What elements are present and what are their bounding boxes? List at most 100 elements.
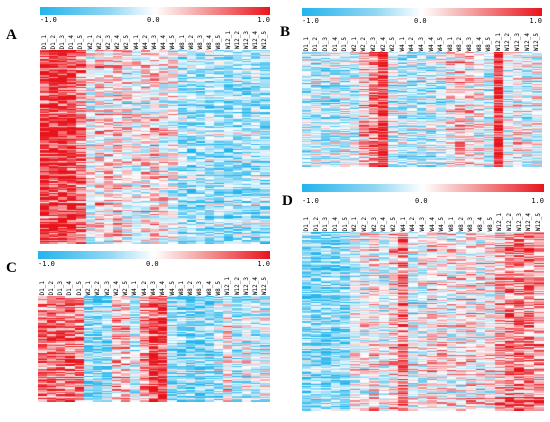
column-label: W2_2: [94, 280, 102, 295]
column-label: W8_4: [477, 216, 485, 231]
column-label: D1_1: [40, 34, 48, 49]
column-label: W8_1: [448, 216, 456, 231]
column-label: W2_1: [85, 280, 93, 295]
panel-a-column-labels: D1_1 D1_2 D1_3 D1_4 D1_5 W2_1 W2_2 W2_3 W2_4 W2_5…: [40, 23, 270, 49]
panel-b-column-labels: D1_1 D1_2 D1_3 D1_4 D1_5 W2_1 W2_2 W2_3 W2_4 W2_5…: [302, 24, 542, 51]
column-label: W8_1: [446, 36, 454, 51]
column-label: W2_1: [86, 34, 94, 49]
column-label: D1_3: [322, 216, 330, 231]
panel-d-colorbar-ticks: -1.0 0.0 1.0: [302, 197, 544, 205]
column-label: D1_1: [302, 216, 310, 231]
panel-d-heatmap: [302, 232, 544, 411]
panel-a-heatmap: [40, 50, 270, 244]
column-label: D1_4: [331, 36, 339, 51]
column-label: W2_5: [123, 34, 131, 49]
column-label: W2_3: [370, 216, 378, 231]
column-label: W2_4: [114, 34, 122, 49]
panel-d-colorbar: [302, 184, 544, 192]
colorbar-min-label: -1.0: [40, 16, 57, 24]
column-label: D1_2: [47, 280, 55, 295]
column-label: W2_5: [389, 216, 397, 231]
column-label: W2_3: [370, 36, 377, 51]
column-label: W8_4: [475, 36, 483, 51]
column-label: W12_4: [252, 30, 260, 49]
column-label: W12_2: [504, 32, 512, 51]
column-label: D1_4: [66, 280, 74, 295]
panel-c-heatmap: [38, 296, 270, 402]
column-label: W4_4: [159, 280, 167, 295]
panel-b: B -1.0 0.0 1.0 D1_1 D1_2 D1_3 D1_4 D1_5 W2_1 W…: [280, 0, 550, 175]
column-label: D1_3: [322, 36, 329, 51]
column-label: W8_1: [177, 280, 185, 295]
column-label: W8_3: [467, 216, 475, 231]
column-label: W8_2: [187, 280, 195, 295]
column-label: W2_4: [380, 216, 388, 231]
column-label: W4_3: [418, 36, 425, 51]
column-label: W12_5: [261, 276, 269, 295]
column-label: W12_1: [224, 30, 232, 49]
colorbar-mid-label: 0.0: [414, 17, 427, 25]
panel-b-colorbar-ticks: -1.0 0.0 1.0: [302, 17, 542, 25]
column-label: D1_1: [38, 280, 46, 295]
column-label: W4_5: [438, 216, 446, 231]
column-label: W8_2: [187, 34, 195, 49]
column-label: W2_5: [389, 36, 397, 51]
column-label: D1_4: [331, 216, 339, 231]
column-label: W2_3: [103, 280, 111, 295]
column-label: W4_2: [409, 216, 417, 231]
column-label: W12_1: [224, 276, 232, 295]
column-label: W4_1: [399, 216, 407, 231]
column-label: W8_2: [456, 36, 464, 51]
column-label: W8_3: [197, 34, 204, 49]
panel-b-heatmap: [302, 52, 542, 167]
colorbar-max-label: 1.0: [257, 16, 270, 24]
column-label: W8_4: [205, 280, 213, 295]
column-label: W2_1: [350, 36, 358, 51]
column-label: W8_3: [196, 280, 204, 295]
panel-a-colorbar-ticks: -1.0 0.0 1.0: [40, 16, 270, 24]
column-label: W8_5: [214, 280, 222, 295]
column-label: D1_5: [75, 280, 83, 295]
column-label: W8_5: [486, 216, 494, 231]
column-label: W4_3: [151, 34, 158, 49]
colorbar-mid-label: 0.0: [415, 197, 428, 205]
column-label: W2_2: [95, 34, 103, 49]
column-label: W12_3: [514, 32, 521, 51]
column-label: W8_2: [457, 216, 465, 231]
column-label: W2_2: [360, 216, 368, 231]
column-label: W12_5: [533, 32, 541, 51]
column-label: W4_2: [141, 34, 149, 49]
panel-d-column-labels: D1_1 D1_2 D1_3 D1_4 D1_5 W2_1 W2_2 W2_3 W2_4 W2_5…: [302, 205, 544, 231]
column-label: D1_2: [312, 216, 320, 231]
panel-b-colorbar: [302, 8, 542, 16]
column-label: W12_5: [261, 30, 269, 49]
column-label: W12_4: [525, 212, 533, 231]
colorbar-min-label: -1.0: [38, 260, 55, 268]
column-label: D1_5: [341, 36, 349, 51]
column-label: W12_4: [252, 276, 260, 295]
column-label: W2_1: [351, 216, 359, 231]
colorbar-min-label: -1.0: [302, 197, 319, 205]
colorbar-max-label: 1.0: [529, 17, 542, 25]
column-label: W8_4: [206, 34, 214, 49]
column-label: W2_2: [360, 36, 368, 51]
column-label: W4_2: [408, 36, 416, 51]
colorbar-max-label: 1.0: [257, 260, 270, 268]
column-label: W4_4: [160, 34, 168, 49]
column-label: W12_5: [535, 212, 543, 231]
column-label: W4_4: [428, 216, 436, 231]
column-label: W2_4: [112, 280, 120, 295]
column-label: W12_1: [496, 212, 504, 231]
column-label: W12_2: [506, 212, 514, 231]
colorbar-max-label: 1.0: [531, 197, 544, 205]
panel-a-label: A: [6, 27, 17, 43]
column-label: W12_3: [515, 212, 523, 231]
column-label: W4_1: [398, 36, 406, 51]
column-label: D1_3: [57, 280, 65, 295]
panel-b-label: B: [280, 24, 291, 40]
panel-c: C -1.0 0.0 1.0 D1_1 D1_2 D1_3 D1_4 D1_5 W2_1 W…: [0, 250, 280, 422]
column-label: D1_1: [302, 36, 310, 51]
column-label: D1_2: [312, 36, 320, 51]
panel-c-column-labels: D1_1 D1_2 D1_3 D1_4 D1_5 W2_1 W2_2 W2_3 W2_4 W2_5…: [38, 269, 270, 295]
panel-a-colorbar: [40, 7, 270, 15]
